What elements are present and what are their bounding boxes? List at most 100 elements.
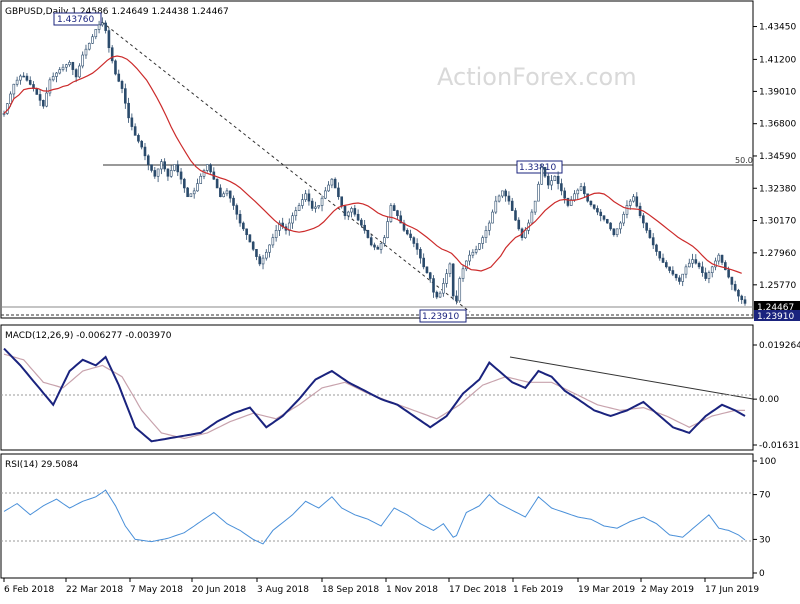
low-price-tag: 1.23910 [754,310,800,322]
candle-body [376,246,380,250]
mid-high-label: 1.33810 [519,163,556,173]
candle-body [455,295,458,302]
candle-body [117,73,121,82]
candle-body [156,168,160,177]
candle-body [655,244,658,252]
candle-body [533,200,537,213]
candle-body [474,249,478,253]
candle-body [225,190,229,195]
candle-body [64,64,68,68]
candle-body [219,187,222,198]
candle-body [396,210,399,217]
candle-body [668,266,671,271]
high-label: 1.43760 [57,15,94,25]
candle-body [366,230,370,238]
candle-body [386,221,389,238]
candle-body [153,170,157,177]
symbol-header: GBPUSD,Daily 1.24586 1.24649 1.24438 1.2… [5,7,229,17]
macd-tick-label: 0.019264 [759,341,800,351]
candle-body [45,92,48,107]
candle-body [314,206,317,209]
candle-body [363,224,366,231]
candle-body [605,219,609,224]
candle-body [307,193,311,202]
candle-body [337,187,340,198]
candle-body [448,263,452,274]
candle-body [540,167,544,185]
candle-body [543,167,547,177]
candle-body [160,161,163,170]
candle-body [140,140,144,148]
date-tick-label: 22 Mar 2018 [66,585,123,595]
macd-tick-label: -0.016313 [759,441,800,451]
candle-body [661,257,665,263]
candle-body [405,230,409,235]
rsi-title: RSI(14) 29.5084 [5,460,78,470]
macd-axis: 0.019264 0.00 -0.016313 [753,341,800,451]
candle-body [71,62,75,70]
watermark: ActionForex.com [437,63,637,91]
candle-body [586,193,589,202]
candle-body [127,102,130,119]
candle-body [622,213,625,224]
candle-body [324,190,327,199]
candle-body [173,164,176,171]
date-tick-label: 1 Feb 2019 [513,585,564,595]
low-price-tag-label: 1.23910 [757,312,794,322]
price-tick-label: 1.25770 [759,281,796,291]
candle-body [583,186,586,195]
high-annotation: 1.43760 [53,12,102,26]
candle-body [678,277,681,282]
candle-body [714,260,717,268]
date-tick-label: 6 Feb 2018 [4,585,55,595]
candle-body [504,190,507,197]
candle-body [484,230,488,238]
candle-body [150,164,153,171]
candle-body [104,22,107,31]
macd-panel-frame [0,324,754,451]
candle-body [415,243,419,250]
date-axis: 6 Feb 2018 22 Mar 2018 7 May 2018 20 Jun 20… [3,578,759,595]
candle-body [628,200,632,206]
candle-body [399,215,403,224]
candle-body [74,69,78,78]
candle-body [232,197,235,206]
candle-body [592,204,596,209]
candle-body [28,79,32,85]
candle-body [733,284,737,291]
candle-body [442,283,445,294]
candle-body [566,197,570,206]
candle-body [497,195,501,202]
current-price-label: 1.24467 [757,303,794,313]
candle-body [343,205,347,217]
candle-body [55,72,58,77]
candle-body [625,205,629,215]
candle-body [297,205,301,211]
candle-body [383,237,386,244]
candle-body [169,170,173,177]
candle-body [730,276,734,285]
candle-body [494,200,498,213]
candle-body [25,75,29,81]
candle-body [353,208,357,215]
candle-body [110,47,114,62]
date-tick-label: 7 May 2018 [130,585,183,595]
candle-body [97,24,101,30]
candle-body [501,190,504,197]
price-tick-label: 1.36800 [759,120,796,130]
candle-body [665,262,668,268]
candle-body [35,88,39,95]
candle-body [114,60,117,75]
candle-body [671,270,675,275]
candle-body [294,210,298,217]
candle-body [599,211,603,217]
date-tick-label: 19 Mar 2019 [578,585,635,595]
price-tick-label: 1.39010 [759,87,796,97]
price-tick-label: 1.30170 [759,217,796,227]
candle-body [701,266,704,274]
candle-body [461,268,465,279]
candle-body [638,205,642,217]
candle-body [507,195,511,202]
candle-body [101,22,104,26]
